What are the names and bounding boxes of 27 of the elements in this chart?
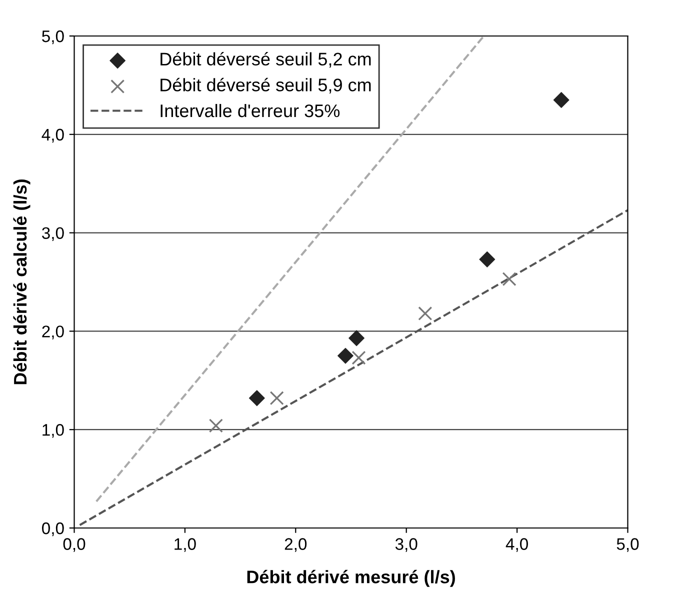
y-tick-label: 3,0 bbox=[42, 227, 64, 241]
y-tick-label: 1,0 bbox=[42, 424, 64, 438]
y-axis-title: Débit dérivé calculé (l/s) bbox=[13, 180, 30, 384]
x-axis-title: Débit dérivé mesuré (l/s) bbox=[247, 570, 455, 587]
point bbox=[502, 272, 516, 286]
legend-label: Débit déversé seuil 5,2 cm bbox=[160, 52, 371, 68]
x-tick-label: 2,0 bbox=[284, 538, 307, 552]
point bbox=[418, 306, 432, 321]
point bbox=[208, 418, 223, 433]
x-tick-label: 5,0 bbox=[616, 538, 639, 552]
point bbox=[348, 330, 364, 346]
point bbox=[479, 251, 496, 268]
x-tick-label: 3,0 bbox=[395, 538, 418, 552]
legend-label: Débit déversé seuil 5,9 cm bbox=[160, 78, 371, 94]
x-tick-label: 0,0 bbox=[63, 538, 86, 552]
point bbox=[248, 390, 265, 406]
point bbox=[553, 92, 570, 108]
point bbox=[338, 348, 354, 364]
point bbox=[352, 350, 366, 365]
y-tick-label: 5,0 bbox=[42, 30, 64, 44]
point bbox=[270, 391, 284, 406]
y-tick-label: 4,0 bbox=[42, 128, 64, 143]
x-tick-label: 1,0 bbox=[174, 538, 196, 552]
legend-label: Intervalle d'erreur 35% bbox=[160, 104, 340, 118]
y-tick-label: 2,0 bbox=[42, 326, 64, 340]
y-tick-label: 0,0 bbox=[42, 522, 64, 536]
x-tick-label: 4,0 bbox=[506, 538, 528, 552]
